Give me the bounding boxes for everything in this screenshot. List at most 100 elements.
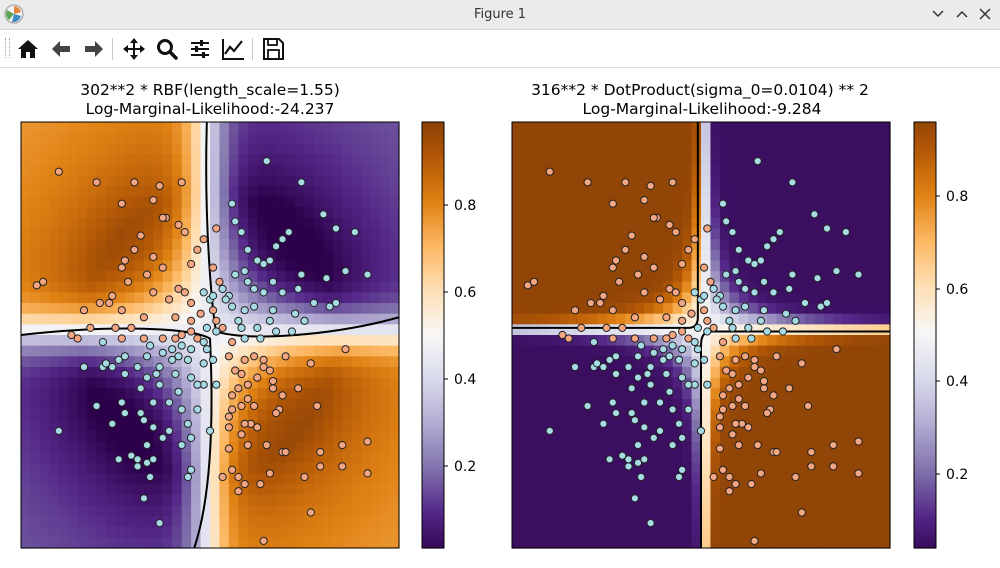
heatmap-cell [653,452,664,464]
heatmap-cell [615,505,626,517]
heatmap-cell [795,239,806,251]
close-icon[interactable] [976,5,994,23]
heatmap-cell [295,452,306,464]
configure-subplots-icon[interactable] [187,36,213,62]
heatmap-cell [861,249,872,262]
pan-icon[interactable] [121,36,147,62]
heatmap-cell [162,377,173,389]
heatmap-cell [191,185,202,198]
zoom-icon[interactable] [154,36,180,62]
minimize-icon[interactable] [929,5,947,23]
heatmap-cell [238,217,249,230]
heatmap-cell [767,217,778,230]
heatmap-cell [776,345,787,357]
heatmap-cell [162,185,173,198]
maximize-icon[interactable] [953,5,971,23]
heatmap-cell [795,260,806,272]
colorbar-segment [914,533,936,538]
heatmap-cell [738,505,749,517]
save-icon[interactable] [260,36,286,62]
heatmap-cell [757,122,768,134]
heatmap-cell [710,122,721,134]
edit-axis-icon[interactable] [220,36,246,62]
colorbar-segment [422,374,444,379]
heatmap-cell [219,366,230,379]
heatmap-cell [153,153,164,166]
colorbar-segment [914,416,936,421]
heatmap-cell [663,516,674,528]
heatmap-cell [644,217,655,230]
heatmap-cell [776,196,787,208]
heatmap-cell [767,420,778,432]
heatmap-cell [332,505,343,517]
heatmap-cell [823,377,834,389]
heatmap-cell [597,430,608,443]
heatmap-cell [597,505,608,517]
heatmap-cell [115,526,126,538]
heatmap-cell [124,505,135,517]
heatmap-cell [823,473,834,485]
heatmap-cell [871,398,882,411]
scatter-point [158,263,167,272]
back-icon[interactable] [48,36,74,62]
heatmap-cell [49,324,60,336]
heatmap-cell [68,249,79,262]
forward-icon[interactable] [81,36,107,62]
heatmap-cell [701,143,712,155]
heatmap-cell [87,122,98,134]
colorbar-segment [422,338,444,343]
colorbar-segment [422,416,444,421]
heatmap-cell [578,430,589,443]
heatmap-cell [58,228,69,240]
heatmap-cell [87,398,98,411]
heatmap-cell [21,505,32,517]
heatmap-cell [871,249,882,262]
heatmap-cell [512,239,523,251]
heatmap-cell [351,441,362,453]
figure-canvas[interactable]: 302**2 * RBF(length_scale=1.55) Log-Marg… [0,68,1000,568]
heatmap-cell [21,537,32,549]
colorbar-segment [422,398,444,404]
heatmap-cell [389,239,400,251]
heatmap-cell [380,473,391,485]
heatmap-cell [143,303,154,315]
heatmap-cell [313,143,324,155]
heatmap-cell [814,164,825,176]
home-icon[interactable] [15,36,41,62]
heatmap-cell [871,377,882,389]
heatmap-cell [795,249,806,262]
heatmap-cell [530,292,541,304]
heatmap-cell [266,398,277,411]
colorbar-segment [422,313,444,318]
heatmap-cell [238,260,249,272]
heatmap-cell [332,143,343,155]
heatmap-cell [313,473,324,485]
scatter-point [750,288,759,297]
heatmap-cell [257,207,268,219]
heatmap-cell [615,196,626,208]
scatter-point [120,352,130,361]
heatmap-cell [748,484,759,496]
heatmap-cell [512,196,523,208]
toolbar-grip[interactable] [5,38,10,58]
colorbar-segment [422,377,444,382]
heatmap-cell [578,185,589,198]
heatmap-cell [823,207,834,219]
heatmap-cell [871,217,882,230]
heatmap-cell [323,313,334,325]
heatmap-cell [266,164,277,176]
heatmap-cell [342,398,353,411]
heatmap-cell [823,484,834,496]
heatmap-cell [559,366,570,379]
heatmap-cell [389,516,400,528]
heatmap-cell [691,228,702,240]
heatmap-cell [663,473,674,485]
scatter-point [599,362,608,372]
heatmap-cell [295,377,306,389]
heatmap-cell [653,462,664,475]
heatmap-cell [701,217,712,230]
heatmap-cell [691,462,702,475]
heatmap-cell [804,516,815,528]
heatmap-cell [266,505,277,517]
heatmap-cell [380,526,391,538]
